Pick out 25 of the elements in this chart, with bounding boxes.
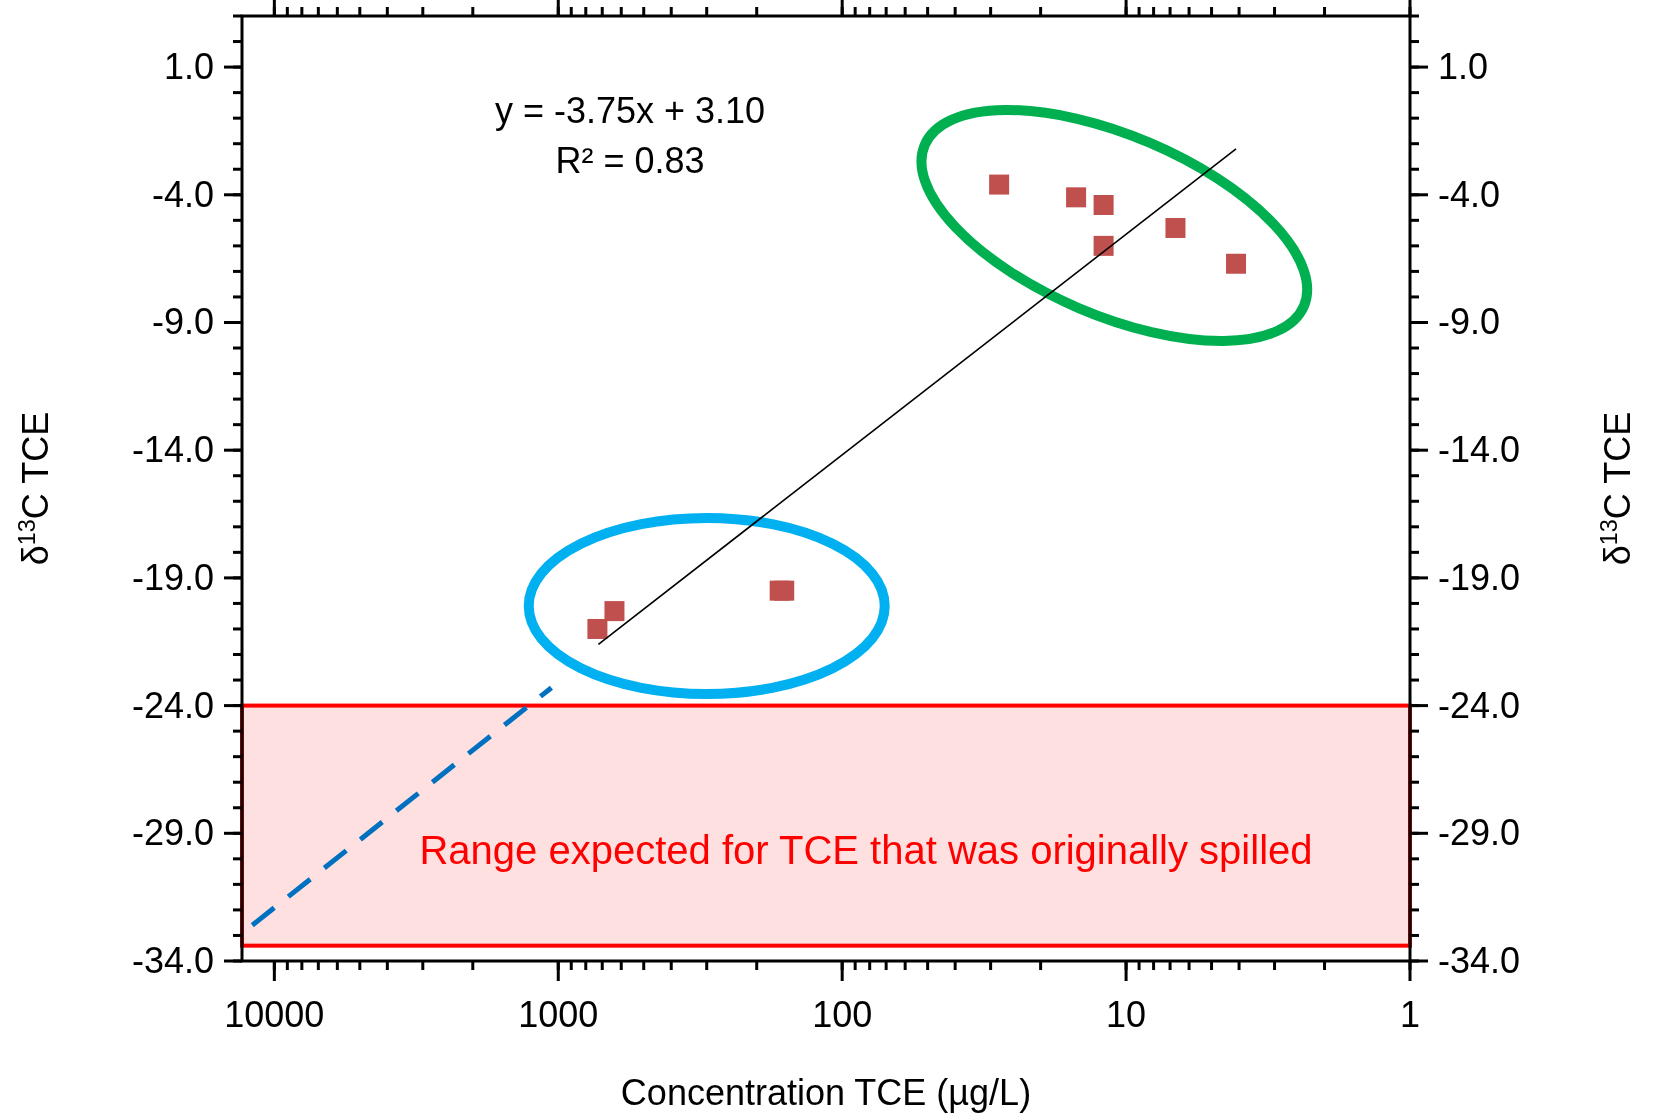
- y2-tick-label: -19.0: [1438, 556, 1521, 598]
- y2-tick-label: -9.0: [1438, 301, 1501, 343]
- y-tick-label: -34.0: [131, 940, 214, 981]
- x-tick-label: 100: [812, 994, 873, 1035]
- y-tick-label: -4.0: [151, 173, 214, 215]
- y2-tick-label: 1.0: [1438, 46, 1489, 88]
- y-tick-label: 1.0: [163, 46, 214, 88]
- y-tick-label: -29.0: [131, 812, 214, 854]
- x-axis-title: Concentration TCE (µg/L): [620, 1072, 1032, 1113]
- y-tick-label: -9.0: [151, 301, 214, 343]
- x-tick-label: 1000: [518, 994, 599, 1035]
- y2-tick-label: -24.0: [1438, 684, 1521, 726]
- y2-tick-label: -29.0: [1438, 812, 1521, 854]
- x-tick-label: 10: [1106, 994, 1147, 1035]
- y-tick-label: -14.0: [131, 429, 214, 471]
- y2-tick-label: -4.0: [1438, 173, 1501, 215]
- y2-tick-label: -34.0: [1438, 940, 1521, 981]
- y-tick-label: -19.0: [131, 556, 214, 598]
- annotation: y = -3.75x + 3.10: [494, 90, 766, 131]
- y-tick-label: -24.0: [131, 684, 214, 726]
- band-label: Range expected for TCE that was originally spilled: [419, 828, 1313, 873]
- y2-tick-label: -14.0: [1438, 429, 1521, 471]
- x-tick-label: 1: [1399, 994, 1421, 1035]
- annotation: R² = 0.83: [555, 140, 705, 181]
- x-tick-label: 10000: [224, 994, 325, 1035]
